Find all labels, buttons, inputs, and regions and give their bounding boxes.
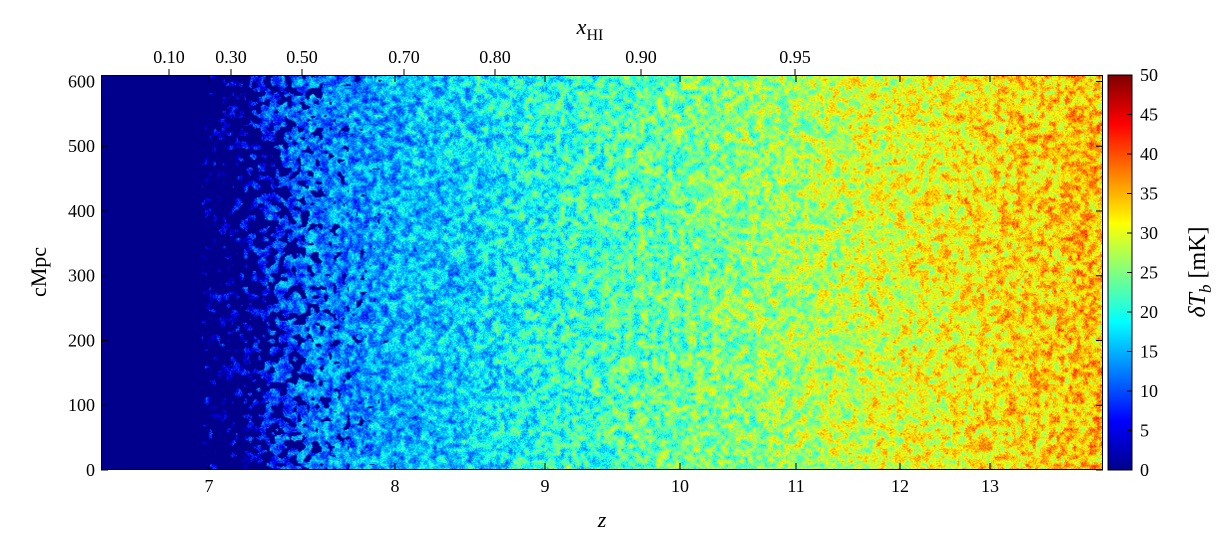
y-tick-label: 300 [68, 266, 95, 286]
x-top-tick-label: 0.50 [286, 47, 318, 67]
y-tick-label: 600 [68, 71, 95, 91]
colorbar-tick-label: 0 [1140, 460, 1149, 480]
colorbar-label: δTb [mK] [1185, 227, 1215, 318]
x-tick-label: 7 [205, 476, 214, 496]
colorbar-tick-label: 10 [1140, 381, 1158, 401]
x-top-tick-label: 0.90 [625, 47, 657, 67]
colorbar-tick-label: 20 [1140, 302, 1158, 322]
colorbar-tick-label: 5 [1140, 421, 1149, 441]
x-axis-ticks: 7 8 9 10 11 12 13 [205, 75, 999, 496]
y-tick-label: 500 [68, 136, 95, 156]
x-top-tick-label: 0.10 [153, 47, 185, 67]
x-tick-label: 10 [671, 476, 689, 496]
lightcone-heatmap [101, 75, 1103, 470]
y-tick-label: 0 [86, 460, 95, 480]
x-axis-label: z [597, 507, 607, 532]
x-top-tick-label: 0.95 [779, 47, 811, 67]
x-top-tick-label: 0.30 [215, 47, 247, 67]
y-tick-label: 200 [68, 330, 95, 350]
brightness-temperature-field [102, 76, 1102, 469]
x-tick-label: 8 [391, 476, 400, 496]
x-top-tick-label: 0.70 [388, 47, 420, 67]
y-tick-label: 100 [68, 395, 95, 415]
colorbar-tick-label: 15 [1140, 342, 1158, 362]
x-tick-label: 9 [541, 476, 550, 496]
y-axis-ticks: 0 100 200 300 400 500 600 [68, 71, 1103, 480]
x-top-tick-label: 0.80 [479, 47, 511, 67]
x-tick-label: 13 [981, 476, 999, 496]
colorbar-ticks: 0 5 10 15 20 25 30 35 40 45 50 [1107, 65, 1158, 480]
colorbar-tick-label: 45 [1140, 105, 1158, 125]
colorbar-tick-label: 40 [1140, 144, 1158, 164]
y-axis-label: cMpc [26, 247, 51, 297]
x-top-axis-label: xHI [576, 14, 604, 44]
axis-labels: z cMpc xHI δTb [mK] [26, 14, 1215, 532]
x-tick-label: 11 [787, 476, 804, 496]
x-top-axis-ticks: 0.10 0.30 0.50 0.70 0.80 0.90 0.95 [153, 47, 811, 75]
colorbar-tick-label: 30 [1140, 223, 1158, 243]
y-tick-label: 400 [68, 201, 95, 221]
colorbar-tick-label: 50 [1140, 65, 1158, 85]
x-tick-label: 12 [891, 476, 909, 496]
colorbar-tick-label: 35 [1140, 184, 1158, 204]
colorbar-tick-label: 25 [1140, 263, 1158, 283]
